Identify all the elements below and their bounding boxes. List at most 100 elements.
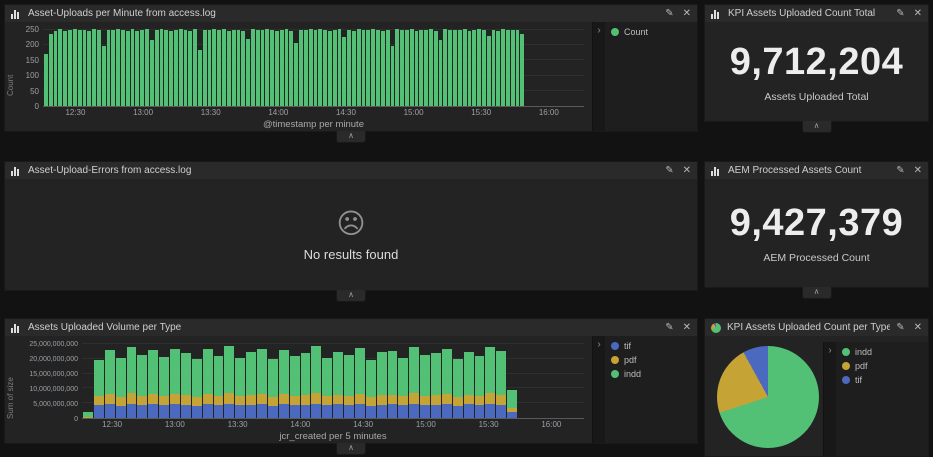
bar[interactable] xyxy=(279,27,284,106)
bar[interactable] xyxy=(104,341,115,418)
legend-item[interactable]: pdf xyxy=(842,361,922,371)
bar[interactable] xyxy=(53,27,58,106)
bar[interactable] xyxy=(169,27,173,106)
close-icon[interactable]: ✕ xyxy=(913,322,922,333)
bar[interactable] xyxy=(452,341,463,418)
bar[interactable] xyxy=(183,27,188,106)
bar[interactable] xyxy=(77,27,82,106)
bar[interactable] xyxy=(294,27,299,106)
bar[interactable] xyxy=(265,27,270,106)
bar[interactable] xyxy=(236,27,241,106)
bar[interactable] xyxy=(130,27,135,106)
bar[interactable] xyxy=(356,27,361,106)
bar[interactable] xyxy=(398,341,409,418)
bar[interactable] xyxy=(308,27,313,106)
bar[interactable] xyxy=(159,27,164,106)
close-icon[interactable]: ✕ xyxy=(682,8,691,19)
bar[interactable] xyxy=(507,341,517,418)
bar[interactable] xyxy=(257,341,267,418)
edit-icon[interactable]: ✎ xyxy=(665,322,674,333)
bar[interactable] xyxy=(322,341,333,418)
bar[interactable] xyxy=(529,341,539,418)
bar[interactable] xyxy=(148,341,159,418)
bar[interactable] xyxy=(224,341,235,418)
collapse-button[interactable]: ∧ xyxy=(336,290,366,302)
bar[interactable] xyxy=(212,27,217,106)
bar[interactable] xyxy=(347,27,351,106)
bar[interactable] xyxy=(530,27,534,106)
bar[interactable] xyxy=(198,27,202,106)
bar[interactable] xyxy=(572,341,582,418)
volume-stacked-bar-chart[interactable] xyxy=(82,341,584,419)
bar[interactable] xyxy=(92,27,96,106)
bar[interactable] xyxy=(409,341,420,418)
bar[interactable] xyxy=(481,27,486,106)
collapse-button[interactable]: ∧ xyxy=(336,131,366,143)
legend-expand-icon[interactable]: › xyxy=(592,22,605,131)
bar[interactable] xyxy=(125,27,130,106)
edit-icon[interactable]: ✎ xyxy=(896,8,905,19)
bar[interactable] xyxy=(178,27,183,106)
bar[interactable] xyxy=(424,27,428,106)
bar[interactable] xyxy=(68,27,72,106)
bar[interactable] xyxy=(387,341,398,418)
bar[interactable] xyxy=(569,27,573,106)
bar[interactable] xyxy=(501,27,505,106)
legend-item[interactable]: indd xyxy=(611,369,691,379)
bar[interactable] xyxy=(207,27,212,106)
bar[interactable] xyxy=(380,27,385,106)
bar[interactable] xyxy=(250,27,255,106)
bar[interactable] xyxy=(431,341,441,418)
bar[interactable] xyxy=(354,341,365,418)
bar[interactable] xyxy=(520,27,525,106)
edit-icon[interactable]: ✎ xyxy=(665,165,674,176)
bar[interactable] xyxy=(260,27,265,106)
bar[interactable] xyxy=(400,27,404,106)
bar[interactable] xyxy=(154,27,159,106)
bar[interactable] xyxy=(496,341,507,418)
bar[interactable] xyxy=(255,27,260,106)
legend-item[interactable]: indd xyxy=(842,347,922,357)
bar[interactable] xyxy=(376,341,387,418)
bar[interactable] xyxy=(390,27,395,106)
bar[interactable] xyxy=(578,27,582,106)
bar[interactable] xyxy=(313,27,318,106)
legend-expand-icon[interactable]: › xyxy=(823,342,836,456)
pie-chart[interactable] xyxy=(717,346,819,448)
bar[interactable] xyxy=(438,27,443,106)
bar[interactable] xyxy=(267,341,278,418)
bar[interactable] xyxy=(443,27,448,106)
bar[interactable] xyxy=(472,27,477,106)
close-icon[interactable]: ✕ xyxy=(913,165,922,176)
bar[interactable] xyxy=(111,27,116,106)
bar[interactable] xyxy=(137,341,148,418)
close-icon[interactable]: ✕ xyxy=(682,165,691,176)
edit-icon[interactable]: ✎ xyxy=(665,8,674,19)
bar[interactable] xyxy=(82,27,87,106)
bar[interactable] xyxy=(510,27,515,106)
bar[interactable] xyxy=(235,341,246,418)
bar[interactable] xyxy=(93,341,104,418)
bar[interactable] xyxy=(241,27,246,106)
bar[interactable] xyxy=(462,27,467,106)
bar[interactable] xyxy=(337,27,342,106)
bar[interactable] xyxy=(300,341,311,418)
bar[interactable] xyxy=(164,27,169,106)
bar[interactable] xyxy=(106,27,111,106)
bar[interactable] xyxy=(535,27,539,106)
collapse-button[interactable]: ∧ xyxy=(336,443,366,455)
bar[interactable] xyxy=(344,341,354,418)
bar[interactable] xyxy=(278,341,289,418)
bar[interactable] xyxy=(126,341,137,418)
bar[interactable] xyxy=(409,27,414,106)
legend-item[interactable]: tif xyxy=(611,341,691,351)
bar[interactable] xyxy=(404,27,409,106)
bar[interactable] xyxy=(573,27,577,106)
bar[interactable] xyxy=(486,27,491,106)
bar[interactable] xyxy=(540,341,550,418)
bar[interactable] xyxy=(551,341,561,418)
bar[interactable] xyxy=(87,27,92,106)
bar[interactable] xyxy=(332,27,337,106)
bar[interactable] xyxy=(385,27,390,106)
edit-icon[interactable]: ✎ xyxy=(896,322,905,333)
